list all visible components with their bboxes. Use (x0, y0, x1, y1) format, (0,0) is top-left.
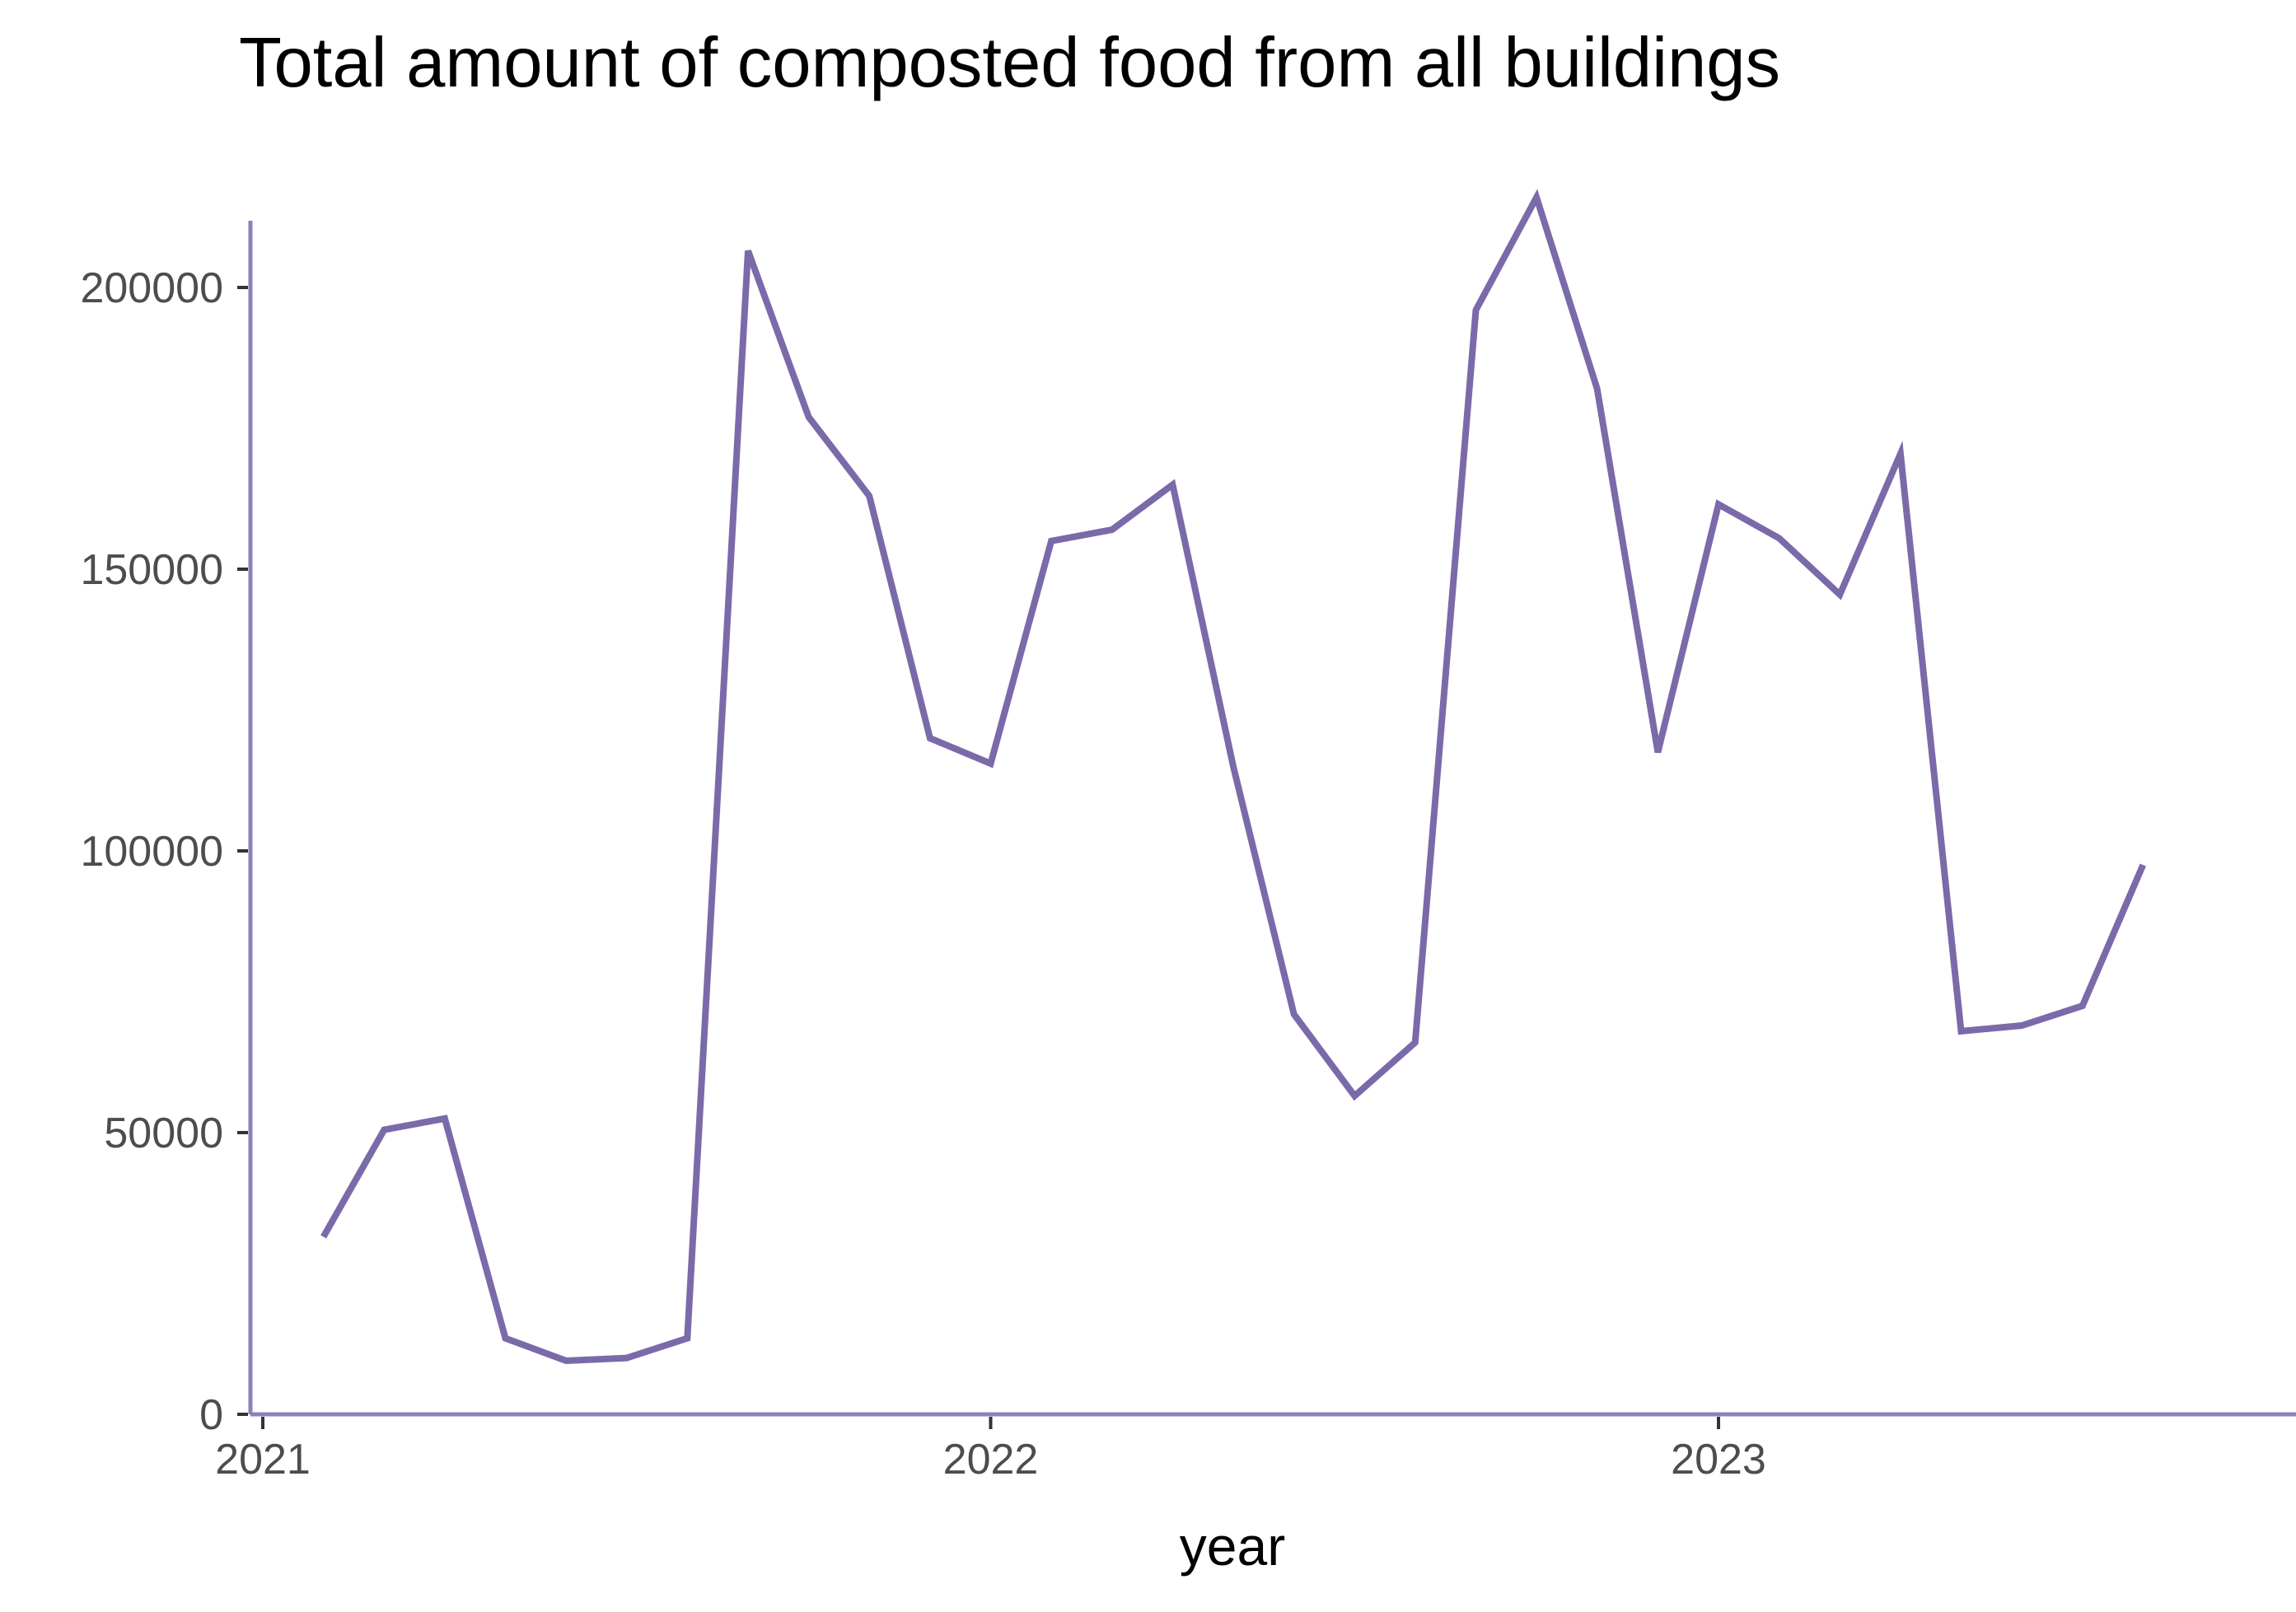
x-tick-label: 2021 (215, 1436, 311, 1484)
x-axis-ticks: 2021 2022 2023 (215, 1417, 1766, 1484)
plot-area: 0 50000 100000 150000 200000 2021 2022 2023 (80, 189, 2296, 1484)
y-tick-label: 150000 (80, 546, 223, 594)
y-tick-label: 0 (199, 1391, 223, 1439)
x-tick-label: 2022 (943, 1436, 1039, 1484)
x-tick-label: 2023 (1671, 1436, 1766, 1484)
y-axis-ticks: 0 50000 100000 150000 200000 (80, 264, 248, 1439)
chart-title: Total amount of composted food from all … (239, 24, 1780, 102)
y-tick-label: 50000 (104, 1110, 223, 1157)
x-axis-title: year (1180, 1516, 1285, 1577)
y-tick-label: 100000 (80, 828, 223, 876)
series-line (320, 189, 2146, 1365)
y-tick-label: 200000 (80, 264, 223, 312)
series-layer (320, 189, 2146, 1365)
